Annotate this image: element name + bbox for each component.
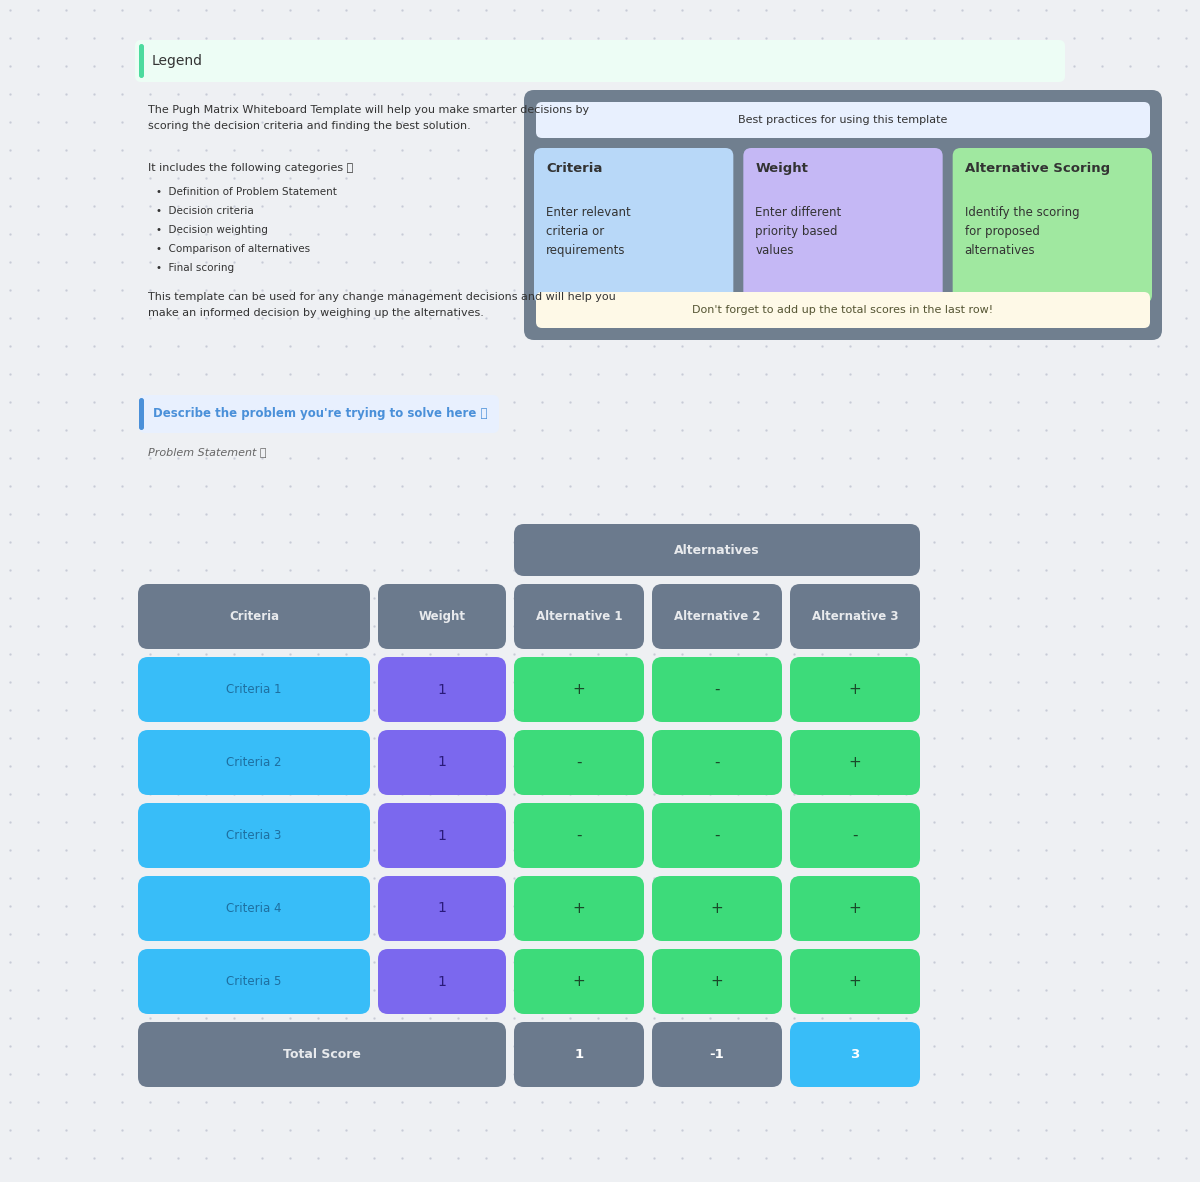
- Text: +: +: [572, 682, 586, 697]
- Text: Criteria 1: Criteria 1: [227, 683, 282, 696]
- Text: Best practices for using this template: Best practices for using this template: [738, 115, 948, 125]
- Text: It includes the following categories 👇: It includes the following categories 👇: [148, 163, 353, 173]
- Text: 1: 1: [575, 1048, 583, 1061]
- FancyBboxPatch shape: [514, 1022, 644, 1087]
- Text: -: -: [576, 829, 582, 843]
- FancyBboxPatch shape: [138, 949, 370, 1014]
- FancyBboxPatch shape: [652, 730, 782, 795]
- Text: 1: 1: [438, 902, 446, 916]
- Text: +: +: [572, 974, 586, 989]
- FancyBboxPatch shape: [536, 102, 1150, 138]
- Text: 1: 1: [438, 829, 446, 843]
- FancyBboxPatch shape: [378, 584, 506, 649]
- Text: Criteria 2: Criteria 2: [227, 756, 282, 769]
- Text: Describe the problem you're trying to solve here 🙌: Describe the problem you're trying to so…: [154, 408, 487, 421]
- Text: 1: 1: [438, 755, 446, 769]
- Text: Alternative Scoring: Alternative Scoring: [965, 162, 1110, 175]
- FancyBboxPatch shape: [790, 1022, 920, 1087]
- FancyBboxPatch shape: [139, 395, 499, 433]
- FancyBboxPatch shape: [514, 584, 644, 649]
- Text: Legend: Legend: [152, 54, 203, 69]
- Text: -: -: [714, 755, 720, 769]
- FancyBboxPatch shape: [953, 148, 1152, 303]
- Text: Alternative 2: Alternative 2: [673, 610, 761, 623]
- Text: 1: 1: [438, 974, 446, 988]
- Text: Alternatives: Alternatives: [674, 544, 760, 557]
- FancyBboxPatch shape: [378, 730, 506, 795]
- Text: •  Decision weighting: • Decision weighting: [156, 225, 268, 235]
- Text: Criteria 3: Criteria 3: [227, 829, 282, 842]
- Text: Criteria: Criteria: [546, 162, 602, 175]
- FancyBboxPatch shape: [790, 730, 920, 795]
- Text: 1: 1: [438, 682, 446, 696]
- FancyBboxPatch shape: [514, 730, 644, 795]
- Text: +: +: [848, 682, 862, 697]
- FancyBboxPatch shape: [138, 657, 370, 722]
- FancyBboxPatch shape: [790, 876, 920, 941]
- FancyBboxPatch shape: [652, 949, 782, 1014]
- FancyBboxPatch shape: [514, 803, 644, 868]
- FancyBboxPatch shape: [138, 876, 370, 941]
- FancyBboxPatch shape: [378, 876, 506, 941]
- Text: +: +: [848, 974, 862, 989]
- FancyBboxPatch shape: [743, 148, 943, 303]
- FancyBboxPatch shape: [378, 803, 506, 868]
- Text: +: +: [572, 901, 586, 916]
- Text: Alternative 3: Alternative 3: [811, 610, 899, 623]
- FancyBboxPatch shape: [378, 657, 506, 722]
- FancyBboxPatch shape: [790, 657, 920, 722]
- FancyBboxPatch shape: [138, 1022, 506, 1087]
- FancyBboxPatch shape: [138, 584, 370, 649]
- FancyBboxPatch shape: [652, 584, 782, 649]
- Text: Total Score: Total Score: [283, 1048, 361, 1061]
- Text: -1: -1: [709, 1048, 725, 1061]
- Text: Problem Statement 💡: Problem Statement 💡: [148, 447, 266, 457]
- Text: Criteria 5: Criteria 5: [227, 975, 282, 988]
- Text: Criteria 4: Criteria 4: [227, 902, 282, 915]
- FancyBboxPatch shape: [652, 803, 782, 868]
- FancyBboxPatch shape: [378, 949, 506, 1014]
- FancyBboxPatch shape: [514, 524, 920, 576]
- FancyBboxPatch shape: [790, 949, 920, 1014]
- FancyBboxPatch shape: [139, 44, 144, 78]
- Text: Criteria: Criteria: [229, 610, 280, 623]
- Text: •  Definition of Problem Statement: • Definition of Problem Statement: [156, 187, 337, 197]
- Text: +: +: [710, 901, 724, 916]
- Text: •  Final scoring: • Final scoring: [156, 264, 234, 273]
- Text: -: -: [852, 829, 858, 843]
- FancyBboxPatch shape: [652, 657, 782, 722]
- FancyBboxPatch shape: [790, 803, 920, 868]
- Text: +: +: [710, 974, 724, 989]
- Text: Weight: Weight: [419, 610, 466, 623]
- Text: +: +: [848, 755, 862, 769]
- FancyBboxPatch shape: [514, 949, 644, 1014]
- Text: The Pugh Matrix Whiteboard Template will help you make smarter decisions by
scor: The Pugh Matrix Whiteboard Template will…: [148, 105, 589, 130]
- Text: Enter different
priority based
values: Enter different priority based values: [755, 206, 841, 256]
- FancyBboxPatch shape: [652, 876, 782, 941]
- FancyBboxPatch shape: [134, 40, 1066, 82]
- Text: •  Decision criteria: • Decision criteria: [156, 206, 253, 216]
- Text: This template can be used for any change management decisions and will help you
: This template can be used for any change…: [148, 292, 616, 318]
- Text: Identify the scoring
for proposed
alternatives: Identify the scoring for proposed altern…: [965, 206, 1079, 256]
- Text: -: -: [576, 755, 582, 769]
- Text: +: +: [848, 901, 862, 916]
- Text: -: -: [714, 829, 720, 843]
- Text: Enter relevant
criteria or
requirements: Enter relevant criteria or requirements: [546, 206, 631, 256]
- Text: Don't forget to add up the total scores in the last row!: Don't forget to add up the total scores …: [692, 305, 994, 314]
- FancyBboxPatch shape: [514, 876, 644, 941]
- Text: 3: 3: [851, 1048, 859, 1061]
- FancyBboxPatch shape: [536, 292, 1150, 327]
- Text: Weight: Weight: [755, 162, 809, 175]
- FancyBboxPatch shape: [524, 90, 1162, 340]
- FancyBboxPatch shape: [139, 398, 144, 430]
- FancyBboxPatch shape: [138, 730, 370, 795]
- FancyBboxPatch shape: [652, 1022, 782, 1087]
- Text: Alternative 1: Alternative 1: [535, 610, 623, 623]
- Text: -: -: [714, 682, 720, 697]
- FancyBboxPatch shape: [138, 803, 370, 868]
- FancyBboxPatch shape: [534, 148, 733, 303]
- Text: •  Comparison of alternatives: • Comparison of alternatives: [156, 243, 310, 254]
- FancyBboxPatch shape: [790, 584, 920, 649]
- FancyBboxPatch shape: [514, 657, 644, 722]
